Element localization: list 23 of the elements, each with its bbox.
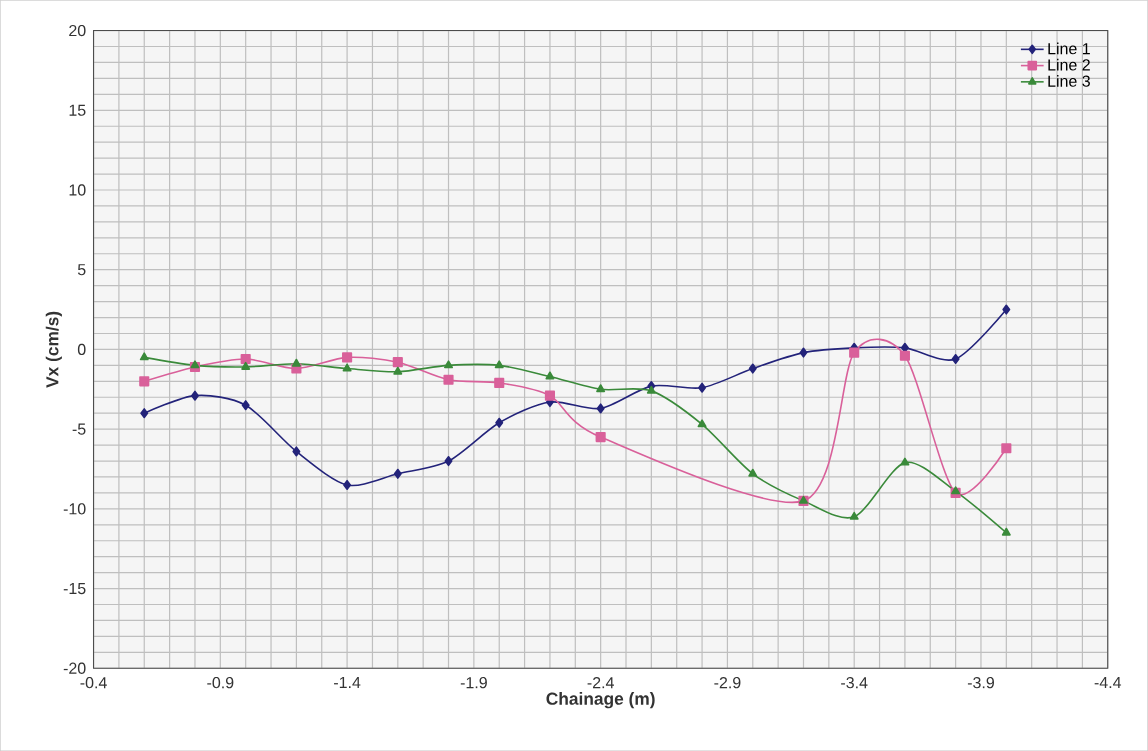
y-tick-label: 10 <box>69 184 86 196</box>
x-tick-label: -3.9 <box>967 676 994 689</box>
y-tick-label: 5 <box>77 264 86 276</box>
x-tick-label: -1.9 <box>460 676 487 689</box>
legend-label: Line 2 <box>1048 58 1090 71</box>
y-tick-label: 0 <box>77 343 86 355</box>
y-axis-title: Vx (cm/s) <box>45 311 62 388</box>
x-tick-label: -0.4 <box>80 676 107 689</box>
legend-label: Line 1 <box>1048 42 1090 55</box>
y-tick-label: -5 <box>72 423 86 435</box>
y-tick-label: -15 <box>63 582 86 595</box>
x-tick-label: -1.4 <box>334 676 361 688</box>
y-tick-label: -20 <box>63 662 86 674</box>
y-tick-label: -10 <box>63 503 86 515</box>
x-tick-label: -2.9 <box>714 676 741 689</box>
y-tick-label: 20 <box>69 24 86 37</box>
y-tick-label: 15 <box>69 104 86 116</box>
x-tick-label: -0.9 <box>207 676 234 689</box>
x-axis-title: Chainage (m) <box>546 692 655 709</box>
x-tick-label: -3.4 <box>841 676 868 689</box>
x-tick-label: -2.4 <box>587 676 614 689</box>
x-tick-label: -4.4 <box>1094 676 1122 688</box>
legend-label: Line 3 <box>1048 74 1090 87</box>
